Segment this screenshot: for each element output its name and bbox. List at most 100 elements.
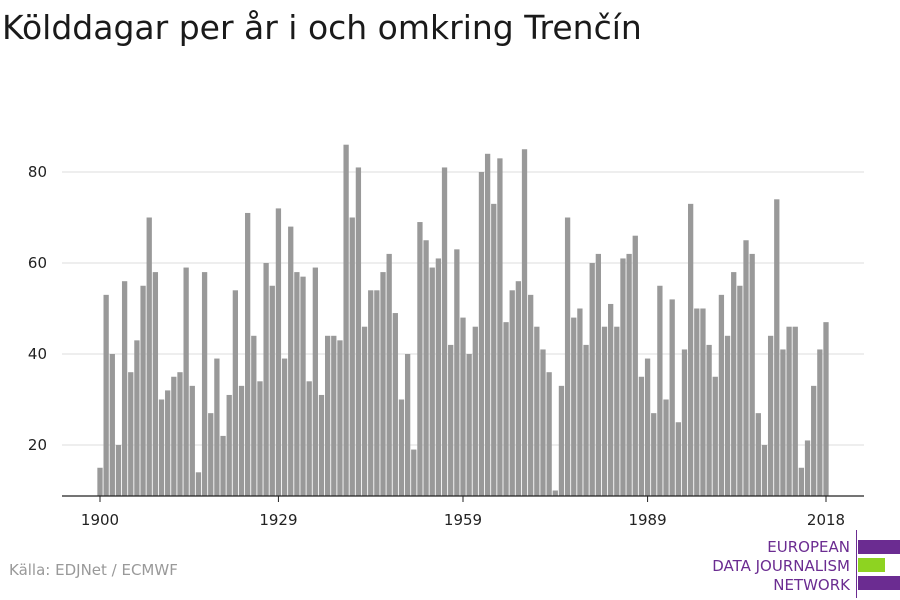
bar-1970 bbox=[528, 294, 534, 496]
bar-1997 bbox=[694, 308, 700, 496]
bar-1984 bbox=[614, 326, 620, 496]
bar-1942 bbox=[355, 167, 362, 496]
bar-2016 bbox=[811, 385, 817, 496]
y-tick-label-60: 60 bbox=[28, 254, 47, 272]
bar-1935 bbox=[312, 267, 318, 496]
bar-2001 bbox=[718, 294, 725, 496]
bar-1963 bbox=[484, 153, 491, 497]
bar-1910 bbox=[158, 399, 165, 496]
bar-1916 bbox=[195, 472, 202, 496]
edjnet-logo: EUROPEAN DATA JOURNALISM NETWORK bbox=[700, 530, 900, 600]
y-tick-label-20: 20 bbox=[28, 436, 47, 454]
bar-1927 bbox=[263, 263, 269, 496]
bar-1955 bbox=[435, 258, 442, 496]
bar-1901 bbox=[103, 294, 109, 496]
bar-1985 bbox=[620, 258, 626, 496]
x-tick-label-2018: 2018 bbox=[807, 511, 845, 529]
x-tick-label-1959: 1959 bbox=[444, 511, 482, 529]
logo-bar-middle bbox=[858, 558, 885, 572]
bar-1986 bbox=[626, 253, 632, 496]
bar-1983 bbox=[608, 303, 614, 496]
bar-1961 bbox=[472, 326, 478, 496]
bar-1909 bbox=[152, 272, 159, 496]
bar-1930 bbox=[281, 358, 288, 496]
bar-1957 bbox=[448, 344, 454, 496]
bar-2014 bbox=[798, 467, 805, 496]
bar-1973 bbox=[546, 372, 552, 496]
bar-1906 bbox=[134, 340, 140, 496]
bar-1931 bbox=[288, 226, 294, 496]
bar-1998 bbox=[700, 308, 706, 496]
bar-1967 bbox=[509, 290, 515, 496]
bar-1902 bbox=[109, 354, 115, 496]
bar-1938 bbox=[331, 335, 337, 496]
bar-2007 bbox=[755, 413, 761, 496]
bar-1941 bbox=[349, 217, 355, 496]
bar-2015 bbox=[804, 440, 811, 496]
bar-1991 bbox=[657, 285, 663, 496]
bar-1980 bbox=[589, 263, 595, 496]
bar-1926 bbox=[257, 381, 263, 496]
bar-1990 bbox=[651, 413, 657, 496]
bar-1903 bbox=[115, 445, 122, 496]
logo-separator bbox=[856, 530, 857, 598]
bar-2002 bbox=[724, 335, 731, 496]
y-tick-label-40: 40 bbox=[28, 345, 47, 363]
bar-1936 bbox=[318, 394, 325, 496]
bar-1904 bbox=[121, 281, 128, 496]
bar-1913 bbox=[177, 372, 183, 496]
bar-1951 bbox=[411, 449, 417, 496]
bar-1924 bbox=[245, 212, 251, 496]
bar-1954 bbox=[429, 267, 435, 496]
bar-1960 bbox=[466, 354, 472, 496]
bar-2011 bbox=[780, 349, 786, 496]
x-tick-label-1900: 1900 bbox=[81, 511, 119, 529]
bar-2009 bbox=[767, 335, 774, 496]
bar-1996 bbox=[687, 203, 694, 496]
bar-1953 bbox=[423, 240, 429, 496]
bar-1946 bbox=[380, 272, 386, 496]
bar-1915 bbox=[189, 385, 195, 496]
bar-1937 bbox=[324, 335, 331, 496]
bar-1934 bbox=[306, 381, 312, 496]
bar-2012 bbox=[786, 326, 792, 496]
bar-1947 bbox=[386, 253, 392, 496]
bar-1919 bbox=[214, 358, 220, 496]
bar-1929 bbox=[275, 208, 282, 496]
bar-1943 bbox=[361, 326, 368, 496]
bar-2003 bbox=[731, 272, 737, 496]
bar-1965 bbox=[497, 158, 503, 496]
bar-1969 bbox=[521, 149, 528, 496]
bar-2013 bbox=[792, 326, 798, 496]
bar-2004 bbox=[737, 285, 743, 496]
bar-1959 bbox=[460, 317, 466, 496]
bar-1923 bbox=[238, 385, 245, 496]
bar-1920 bbox=[220, 435, 226, 496]
logo-bar-bottom bbox=[858, 576, 900, 590]
bar-1907 bbox=[140, 285, 146, 496]
bar-1949 bbox=[398, 399, 405, 496]
bar-2010 bbox=[774, 199, 780, 497]
bar-1928 bbox=[269, 285, 275, 496]
bar-1994 bbox=[675, 422, 681, 496]
x-axis-ticks: 1900 1929 1959 1989 2018 bbox=[81, 496, 845, 529]
bar-1981 bbox=[595, 253, 602, 496]
bar-1939 bbox=[337, 340, 343, 496]
bar-1993 bbox=[669, 299, 675, 496]
bar-1992 bbox=[663, 399, 669, 496]
logo-text-line2: DATA JOURNALISM bbox=[712, 557, 850, 575]
bar-1975 bbox=[558, 385, 565, 496]
bar-1945 bbox=[374, 290, 380, 496]
bar-1914 bbox=[183, 267, 189, 496]
bar-1952 bbox=[417, 222, 423, 497]
bar-1932 bbox=[294, 272, 300, 496]
bar-1917 bbox=[201, 272, 208, 496]
bar-1905 bbox=[128, 372, 134, 496]
bar-1972 bbox=[540, 349, 546, 496]
bar-1995 bbox=[681, 349, 688, 496]
bar-1912 bbox=[171, 376, 177, 496]
logo-bar-top bbox=[858, 540, 900, 554]
bar-chart: 1900 1929 1959 1989 2018 20 40 60 80 bbox=[28, 144, 864, 529]
source-label: Källa: EDJNet / ECMWF bbox=[9, 561, 178, 579]
x-tick-label-1929: 1929 bbox=[259, 511, 297, 529]
